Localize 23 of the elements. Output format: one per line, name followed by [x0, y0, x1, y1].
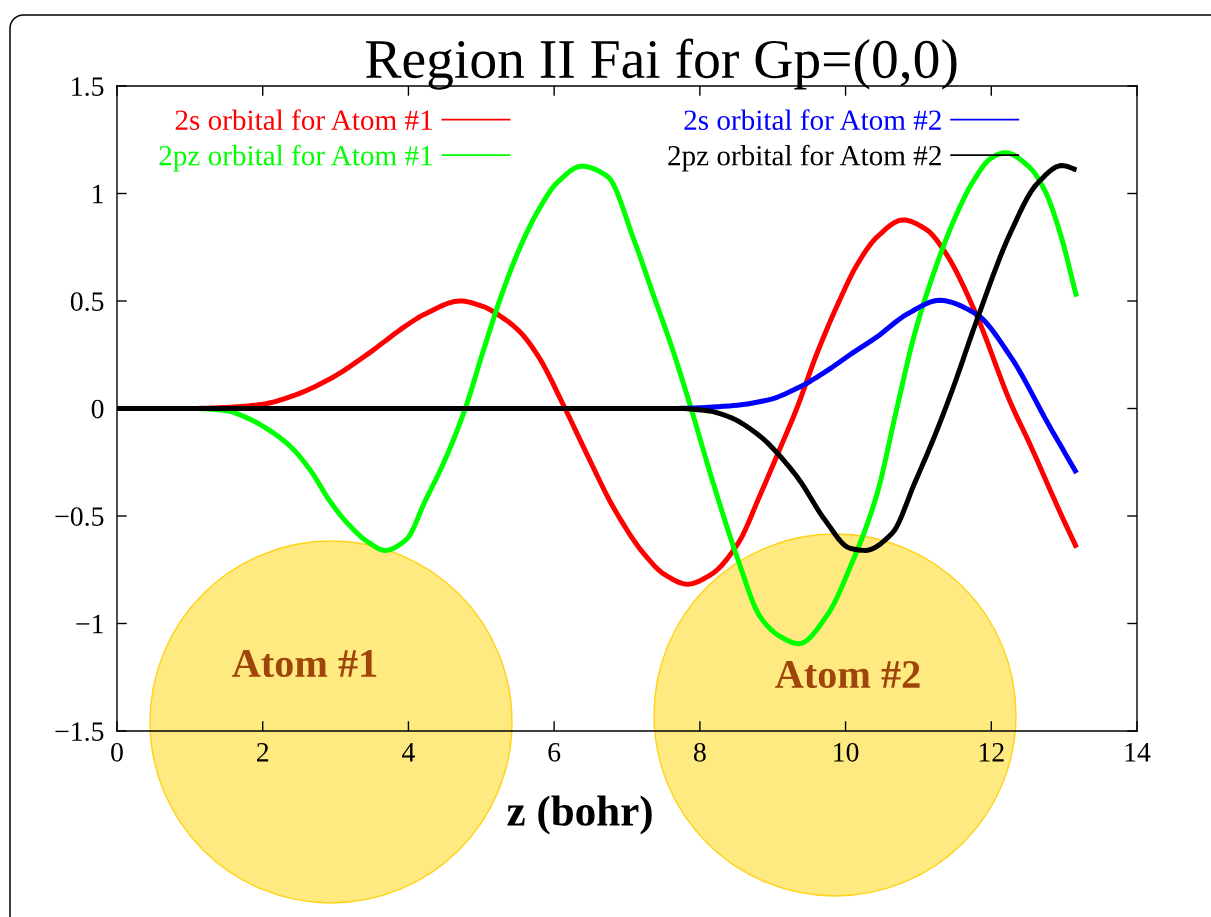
annotation: Atom #2 — [775, 661, 920, 689]
x-tick-label: 0 — [111, 742, 123, 762]
y-tick-label: 1 — [93, 184, 103, 204]
x-tick-label: 4 — [402, 743, 415, 762]
x-tick-label: 8 — [693, 742, 706, 762]
x-tick-label: 14 — [1125, 743, 1151, 762]
y-tick-label: 1.5 — [72, 77, 104, 97]
y-tick-label: 0.5 — [70, 292, 104, 312]
y-tick-label: 0 — [91, 399, 104, 419]
y-tick-label: −1 — [76, 614, 103, 634]
legend-label: 2pz orbital for Atom #1 — [159, 144, 432, 172]
y-tick-label: −1.5 — [55, 722, 104, 742]
legend-label: 2pz orbital for Atom #2 — [668, 144, 941, 172]
x-tick-label: 6 — [548, 742, 561, 762]
x-tick-label: 12 — [979, 742, 1004, 762]
chart-title: Region II Fai for Gp=(0,0) — [366, 38, 957, 90]
legend-label: 2s orbital for Atom #2 — [684, 109, 941, 131]
y-tick-label: −0.5 — [55, 507, 104, 527]
annotation: Atom #1 — [232, 650, 377, 678]
x-tick-label: 10 — [834, 742, 859, 762]
x-tick-label: 2 — [256, 742, 269, 762]
legend-label: 2s orbital for Atom #1 — [175, 109, 432, 131]
x-axis-title: z (bohr) — [507, 795, 652, 835]
